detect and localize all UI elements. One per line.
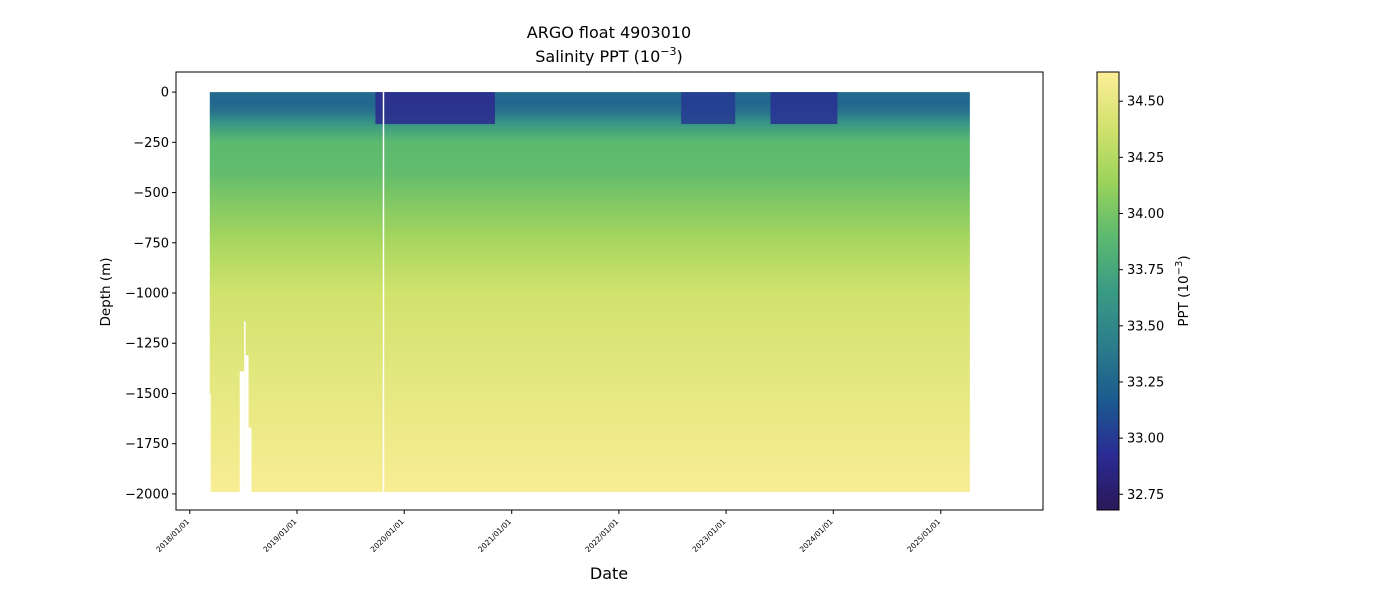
chart-subtitle: Salinity PPT (10−3) [535, 45, 683, 66]
colorbar-label-base: PPT (10 [1176, 275, 1192, 326]
x-tick-label: 2021/01/01 [476, 517, 513, 554]
colorbar-tick-label: 34.00 [1127, 207, 1164, 222]
fresh-surface-layer [770, 92, 838, 125]
x-tick-label: 2018/01/01 [154, 517, 191, 554]
y-tick-label: −500 [133, 186, 169, 201]
colorbar-tick-label: 34.25 [1127, 151, 1164, 166]
colorbar-label-sup: −3 [1174, 261, 1185, 276]
chart-subtitle-base: Salinity PPT (10 [535, 47, 660, 66]
colorbar-label-end: ) [1176, 255, 1192, 260]
chart-subtitle-sup: −3 [660, 45, 676, 58]
colorbar-tick-label: 33.25 [1127, 375, 1164, 390]
colorbar-label: PPT (10−3) [1174, 255, 1192, 326]
x-tick-label: 2025/01/01 [905, 517, 942, 554]
fresh-surface-layer [375, 92, 495, 125]
y-tick-label: −1750 [125, 437, 169, 452]
plot-area [175, 71, 1044, 511]
x-tick-label: 2020/01/01 [369, 517, 406, 554]
y-axis: 0 −250 −500 −750 −1000 −1250 −1500 −1750 −2000 [125, 86, 176, 502]
data-gap [209, 393, 211, 493]
data-gap [248, 427, 252, 493]
data-gap [245, 355, 249, 493]
x-tick-label: 2019/01/01 [261, 517, 298, 554]
y-tick-label: −2000 [125, 487, 169, 502]
plot-frame [175, 71, 1044, 511]
data-gap [239, 371, 245, 493]
colorbar-ticks: 32.75 33.00 33.25 33.50 33.75 34.00 34.25 34.50 [1119, 95, 1164, 503]
x-axis-label: Date [590, 564, 628, 583]
colorbar-tick-label: 33.50 [1127, 319, 1164, 334]
x-tick-label: 2023/01/01 [691, 517, 728, 554]
chart-title: ARGO float 4903010 [527, 23, 691, 42]
y-axis-label: Depth (m) [98, 257, 114, 326]
colorbar-fill [1097, 72, 1119, 510]
y-tick-label: −1500 [125, 387, 169, 402]
colorbar-tick-label: 32.75 [1127, 488, 1164, 503]
y-tick-label: −1250 [125, 337, 169, 352]
y-tick-label: −750 [133, 236, 169, 251]
data-gap [382, 90, 385, 493]
x-tick-label: 2024/01/01 [798, 517, 835, 554]
y-tick-label: −1000 [125, 287, 169, 302]
data-gap [244, 321, 246, 493]
salinity-heatmap [209, 90, 970, 493]
colorbar-tick-label: 33.00 [1127, 432, 1164, 447]
colorbar-tick-label: 33.75 [1127, 263, 1164, 278]
y-tick-label: −250 [133, 136, 169, 151]
chart-subtitle-end: ) [677, 47, 683, 66]
colorbar: 32.75 33.00 33.25 33.50 33.75 34.00 34.25 34.50… [1096, 71, 1192, 511]
y-tick-label: 0 [161, 86, 169, 101]
x-axis: 2018/01/01 2019/01/01 2020/01/01 2021/01/01… [154, 510, 942, 554]
x-tick-label: 2022/01/01 [583, 517, 620, 554]
colorbar-frame [1096, 71, 1120, 511]
colorbar-tick-label: 34.50 [1127, 95, 1164, 110]
salinity-field [209, 92, 970, 492]
fresh-surface-layer [681, 92, 736, 125]
